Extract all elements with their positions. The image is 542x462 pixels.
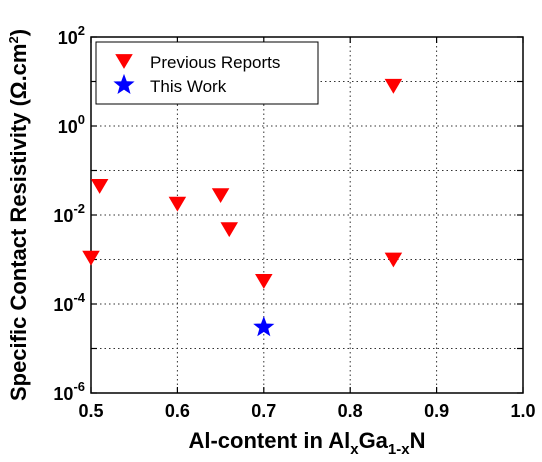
x-tick-label: 1.0 [510, 401, 535, 421]
data-point-previous-reports [211, 188, 230, 204]
data-point-previous-reports [220, 222, 239, 238]
y-axis-label: Specific Contact Resistivity (Ω.cm2) [6, 29, 31, 401]
y-tick-label: 102 [58, 23, 85, 48]
x-tick-label: 0.8 [338, 401, 363, 421]
legend-marker-previous-reports [115, 54, 133, 69]
y-tick-label: 10-4 [53, 290, 85, 315]
x-tick-label: 0.5 [78, 401, 103, 421]
legend-items: Previous Reports This Work [113, 53, 280, 96]
y-axis-label-end: ) [6, 29, 31, 36]
data-point-previous-reports [255, 274, 273, 289]
y-tick-label: 100 [58, 112, 85, 137]
x-tick-label: 0.7 [251, 401, 276, 421]
data-point-previous-reports [82, 250, 100, 266]
x-tick-label: 0.9 [424, 401, 449, 421]
y-axis-label-sup: 2 [6, 36, 21, 43]
x-axis-label-end: N [410, 428, 426, 453]
data-point-previous-reports [384, 78, 403, 94]
y-axis-label-main: Specific Contact Resistivity (Ω.cm [6, 44, 31, 402]
legend-marker-this-work [113, 73, 135, 95]
x-axis-label-sub2: 1-x [388, 441, 410, 458]
legend-label: Previous Reports [150, 53, 280, 72]
y-tick-label: 10-2 [53, 201, 85, 226]
x-axis-label-mid: Ga [359, 428, 389, 453]
x-axis-label-main: Al-content in Al [188, 428, 350, 453]
y-tick-label: 10-6 [53, 379, 85, 404]
x-tick-labels: 0.5 0.6 0.7 0.8 0.9 1.0 [78, 401, 535, 421]
legend: Previous Reports This Work [95, 41, 319, 105]
data-point-this-work [253, 316, 275, 337]
data-point-previous-reports [90, 179, 109, 194]
x-tick-label: 0.6 [165, 401, 190, 421]
y-tick-labels: 102 100 10-2 10-4 10-6 [53, 23, 85, 404]
x-axis-label: Al-content in AlxGa1-xN [188, 428, 425, 458]
data-point-previous-reports [384, 252, 403, 268]
data-points [82, 78, 403, 337]
legend-box [95, 41, 319, 105]
x-axis-label-sub1: x [350, 441, 359, 458]
data-point-previous-reports [168, 196, 187, 212]
legend-label: This Work [150, 77, 227, 96]
